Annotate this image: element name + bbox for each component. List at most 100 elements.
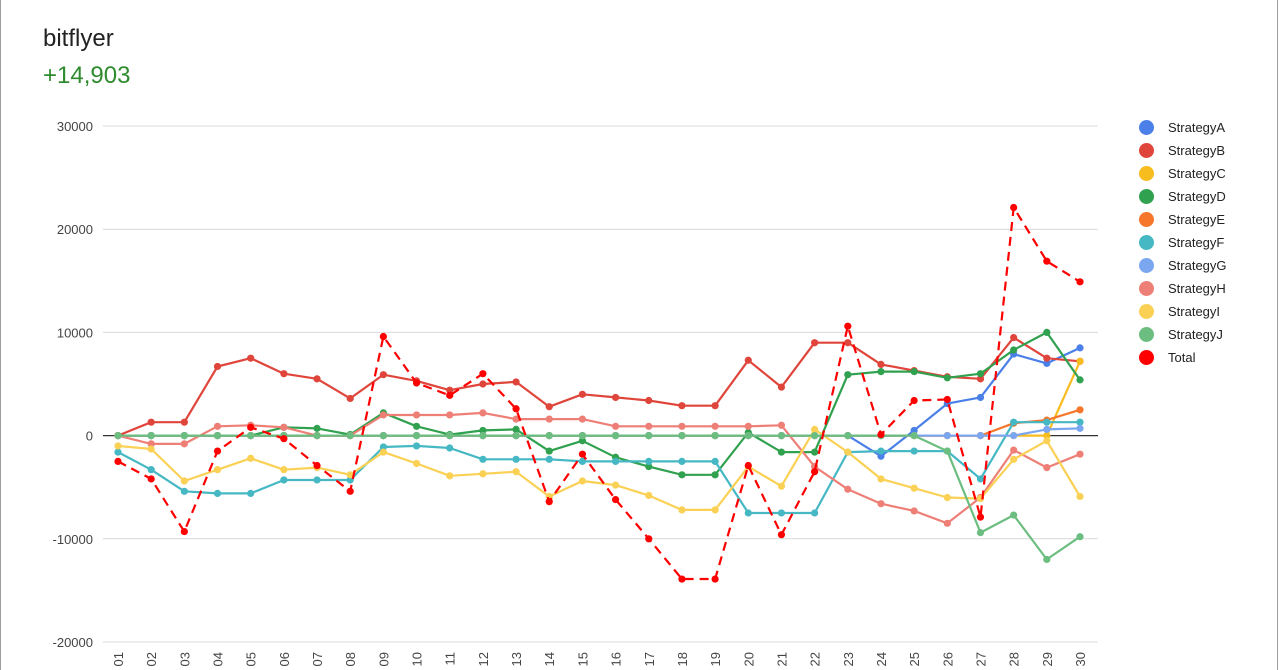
x-tick-label: 23	[841, 652, 856, 666]
data-point	[711, 506, 719, 514]
data-point	[976, 432, 985, 440]
data-point	[180, 477, 188, 485]
data-point	[280, 466, 288, 474]
data-point	[976, 529, 985, 537]
data-point	[479, 426, 487, 435]
data-point	[678, 506, 686, 514]
data-point	[1043, 359, 1051, 367]
data-point	[512, 415, 520, 423]
data-point	[379, 443, 387, 451]
chart-subtitle: +14,903	[43, 62, 131, 89]
data-point	[976, 370, 985, 378]
data-point	[313, 424, 321, 432]
data-point	[147, 466, 155, 474]
data-point	[346, 471, 354, 479]
data-point	[545, 447, 553, 455]
data-point	[1076, 424, 1084, 432]
data-point	[213, 447, 222, 455]
data-point	[1010, 346, 1018, 354]
data-point	[313, 432, 321, 440]
data-point	[744, 356, 752, 364]
data-point	[180, 418, 188, 426]
legend-swatch	[1139, 143, 1154, 158]
legend-item: StrategyG	[1139, 254, 1227, 277]
data-point	[678, 471, 686, 479]
data-point	[645, 396, 653, 405]
x-tick-label: 13	[509, 652, 524, 666]
data-point	[114, 442, 122, 450]
legend-swatch	[1139, 166, 1154, 181]
data-point	[346, 487, 354, 495]
legend-swatch	[1139, 120, 1154, 135]
x-tick-label: 25	[907, 652, 922, 666]
data-point	[777, 432, 786, 440]
data-point	[943, 395, 951, 404]
data-point	[479, 409, 487, 417]
x-tick-label: 19	[708, 652, 723, 666]
legend-label: StrategyJ	[1168, 327, 1223, 342]
x-tick-label: 08	[343, 652, 358, 666]
data-point	[877, 452, 885, 460]
x-tick-label: 29	[1040, 652, 1055, 666]
data-point	[180, 440, 188, 448]
data-point	[346, 394, 354, 403]
legend-label: StrategyA	[1168, 120, 1226, 135]
data-point	[114, 432, 122, 440]
data-point	[611, 481, 620, 489]
data-point	[1010, 333, 1018, 342]
legend-label: StrategyH	[1168, 281, 1226, 296]
data-point	[777, 448, 786, 456]
legend-item: StrategyB	[1139, 139, 1227, 162]
data-point	[1043, 437, 1051, 445]
data-point	[578, 415, 587, 423]
data-point	[147, 445, 155, 453]
series-strategyh	[114, 409, 1084, 527]
data-point	[313, 375, 321, 383]
legend-item: StrategyF	[1139, 231, 1227, 254]
legend-item: StrategyC	[1139, 162, 1227, 185]
data-point	[213, 489, 222, 497]
data-point	[578, 432, 587, 440]
data-point	[711, 402, 719, 410]
x-tick-label: 18	[675, 652, 690, 666]
data-point	[1076, 450, 1084, 458]
data-point	[678, 575, 686, 583]
data-point	[811, 509, 819, 517]
data-point	[645, 462, 653, 471]
data-point	[379, 432, 387, 440]
data-point	[180, 487, 188, 495]
data-point	[512, 425, 520, 434]
data-point	[910, 368, 918, 376]
legend-swatch	[1139, 281, 1154, 296]
data-point	[147, 440, 155, 448]
data-point	[844, 322, 852, 330]
data-point	[877, 368, 885, 376]
x-tick-label: 11	[443, 652, 458, 666]
legend-item: StrategyI	[1139, 300, 1227, 323]
data-point	[1043, 463, 1051, 472]
y-tick-label: -10000	[53, 532, 93, 547]
data-point	[578, 457, 587, 465]
legend-label: Total	[1168, 350, 1196, 365]
x-tick-label: 10	[410, 652, 425, 666]
legend-swatch	[1139, 304, 1154, 319]
data-point	[943, 493, 951, 502]
data-point	[479, 380, 487, 388]
legend-swatch	[1139, 235, 1154, 250]
data-point	[379, 332, 387, 341]
data-point	[811, 468, 819, 476]
data-point	[844, 432, 852, 440]
data-point	[1043, 354, 1051, 362]
series-line	[117, 206, 1081, 581]
data-point	[213, 432, 222, 440]
data-point	[446, 386, 454, 394]
data-point	[446, 411, 454, 419]
data-point	[711, 432, 719, 440]
legend-label: StrategyC	[1168, 166, 1226, 181]
legend-swatch	[1139, 350, 1154, 365]
series-line	[118, 331, 1081, 476]
data-point	[1010, 418, 1018, 426]
legend-label: StrategyD	[1168, 189, 1226, 204]
data-point	[280, 476, 288, 484]
series-strategyj	[114, 432, 1084, 564]
